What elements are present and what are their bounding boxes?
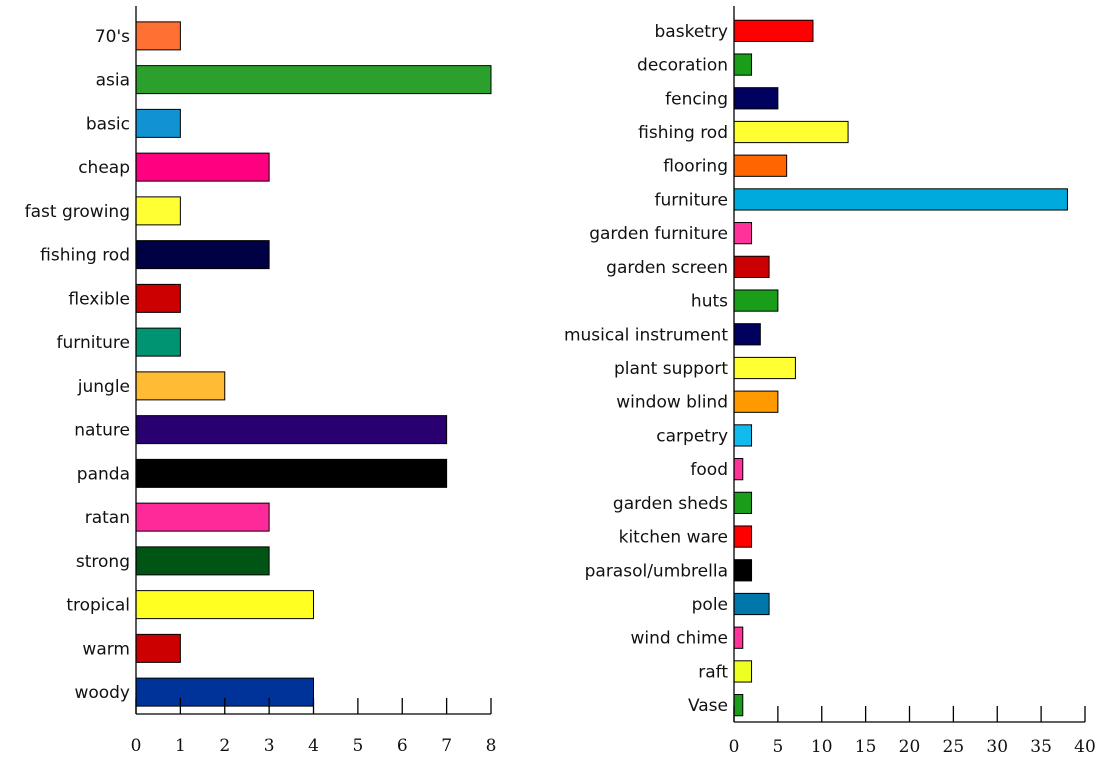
- x-tick-label-0: 0: [729, 737, 740, 757]
- bar-cheap: [135, 152, 270, 182]
- category-label-flexible: flexible: [68, 289, 130, 309]
- category-label-kitchen-ware: kitchen ware: [619, 528, 728, 548]
- category-label-fishing-rod: fishing rod: [40, 246, 130, 266]
- category-label-fishing-rod: fishing rod: [638, 123, 728, 143]
- category-label-musical-instrument: musical instrument: [564, 325, 728, 345]
- category-label-tropical: tropical: [66, 596, 130, 616]
- category-label-woody: woody: [74, 683, 130, 703]
- category-label-garden-screen: garden screen: [606, 258, 728, 278]
- bar-fishing-rod: [733, 120, 849, 144]
- category-label-jungle: jungle: [77, 377, 130, 397]
- bar-window-blind: [733, 390, 779, 413]
- category-label-huts: huts: [691, 292, 728, 312]
- category-label-vase: Vase: [688, 696, 728, 716]
- x-tick-label-3: 3: [264, 736, 275, 756]
- bar-musical-instrument: [733, 323, 761, 346]
- category-label-decoration: decoration: [637, 56, 728, 76]
- x-tick-label-8: 8: [486, 736, 497, 756]
- category-label-raft: raft: [698, 662, 728, 682]
- category-label-wind-chime: wind chime: [631, 629, 728, 649]
- bar-furniture: [135, 327, 181, 357]
- bar-garden-furniture: [733, 222, 753, 245]
- x-tick-label-20: 20: [899, 737, 921, 757]
- bar-decoration: [733, 53, 753, 76]
- bar-nature: [135, 415, 448, 445]
- bar-flexible: [135, 283, 181, 313]
- bar-parasol-umbrella: [733, 559, 753, 582]
- category-label-70-s: 70's: [95, 27, 130, 47]
- category-label-carpetry: carpetry: [656, 426, 728, 446]
- bar-basic: [135, 108, 181, 138]
- category-label-plant-support: plant support: [614, 359, 728, 379]
- bar-fast-growing: [135, 196, 181, 226]
- bar-jungle: [135, 371, 226, 401]
- category-label-warm: warm: [82, 639, 130, 659]
- x-tick-label-6: 6: [397, 736, 408, 756]
- bar-kitchen-ware: [733, 525, 753, 548]
- x-tick-label-5: 5: [772, 737, 783, 757]
- bar-fencing: [733, 87, 779, 110]
- bar-carpetry: [733, 424, 753, 447]
- x-tick-label-0: 0: [131, 736, 142, 756]
- category-label-flooring: flooring: [663, 157, 728, 177]
- category-label-food: food: [690, 460, 728, 480]
- x-tick-label-4: 4: [308, 736, 319, 756]
- x-tick-label-5: 5: [352, 736, 363, 756]
- x-tick-label-2: 2: [219, 736, 230, 756]
- category-label-window-blind: window blind: [616, 393, 728, 413]
- category-label-pole: pole: [692, 595, 728, 615]
- category-label-garden-furniture: garden furniture: [589, 224, 728, 244]
- x-tick-label-25: 25: [943, 737, 965, 757]
- bar-wind-chime: [733, 626, 744, 649]
- right-bar-chart: basketry decoration fencing fishing rod floo…: [564, 6, 1096, 757]
- x-tick-label-15: 15: [855, 737, 877, 757]
- bar-basketry: [733, 19, 814, 42]
- category-label-ratan: ratan: [85, 508, 130, 528]
- bar-food: [733, 458, 744, 481]
- category-label-nature: nature: [74, 421, 130, 441]
- category-label-basketry: basketry: [655, 22, 728, 42]
- x-tick-label-10: 10: [811, 737, 833, 757]
- x-tick-label-35: 35: [1030, 737, 1052, 757]
- bar-vase: [733, 694, 744, 717]
- category-label-furniture: furniture: [655, 190, 728, 210]
- bar-70-s: [135, 21, 181, 51]
- bar-garden-sheds: [733, 491, 753, 514]
- bar-fishing-rod: [135, 240, 270, 270]
- bar-strong: [135, 546, 270, 576]
- bar-ratan: [135, 502, 270, 532]
- bar-flooring: [733, 154, 788, 177]
- bar-pole: [733, 592, 770, 616]
- bar-huts: [733, 289, 779, 312]
- x-tick-label-1: 1: [175, 736, 186, 756]
- category-label-panda: panda: [77, 464, 130, 484]
- bar-panda: [135, 458, 448, 488]
- category-label-parasol-umbrella: parasol/umbrella: [585, 561, 728, 581]
- bar-warm: [135, 633, 181, 663]
- category-label-asia: asia: [96, 71, 130, 91]
- bar-garden-screen: [733, 255, 770, 278]
- bar-furniture: [733, 188, 1068, 211]
- category-label-garden-sheds: garden sheds: [613, 494, 728, 514]
- category-label-basic: basic: [86, 114, 130, 134]
- bar-tropical: [135, 590, 314, 620]
- x-tick-label-7: 7: [441, 736, 452, 756]
- category-label-fencing: fencing: [665, 89, 728, 109]
- bar-plant-support: [733, 356, 796, 380]
- bar-asia: [135, 65, 492, 95]
- bar-raft: [733, 660, 753, 683]
- category-label-furniture: furniture: [57, 333, 130, 353]
- category-label-strong: strong: [76, 552, 130, 572]
- left-bar-chart: 70's asia basic cheap fast growing fishing ro…: [25, 6, 497, 756]
- x-tick-label-30: 30: [986, 737, 1008, 757]
- category-label-fast-growing: fast growing: [25, 202, 130, 222]
- x-tick-label-40: 40: [1074, 737, 1096, 757]
- category-label-cheap: cheap: [78, 158, 130, 178]
